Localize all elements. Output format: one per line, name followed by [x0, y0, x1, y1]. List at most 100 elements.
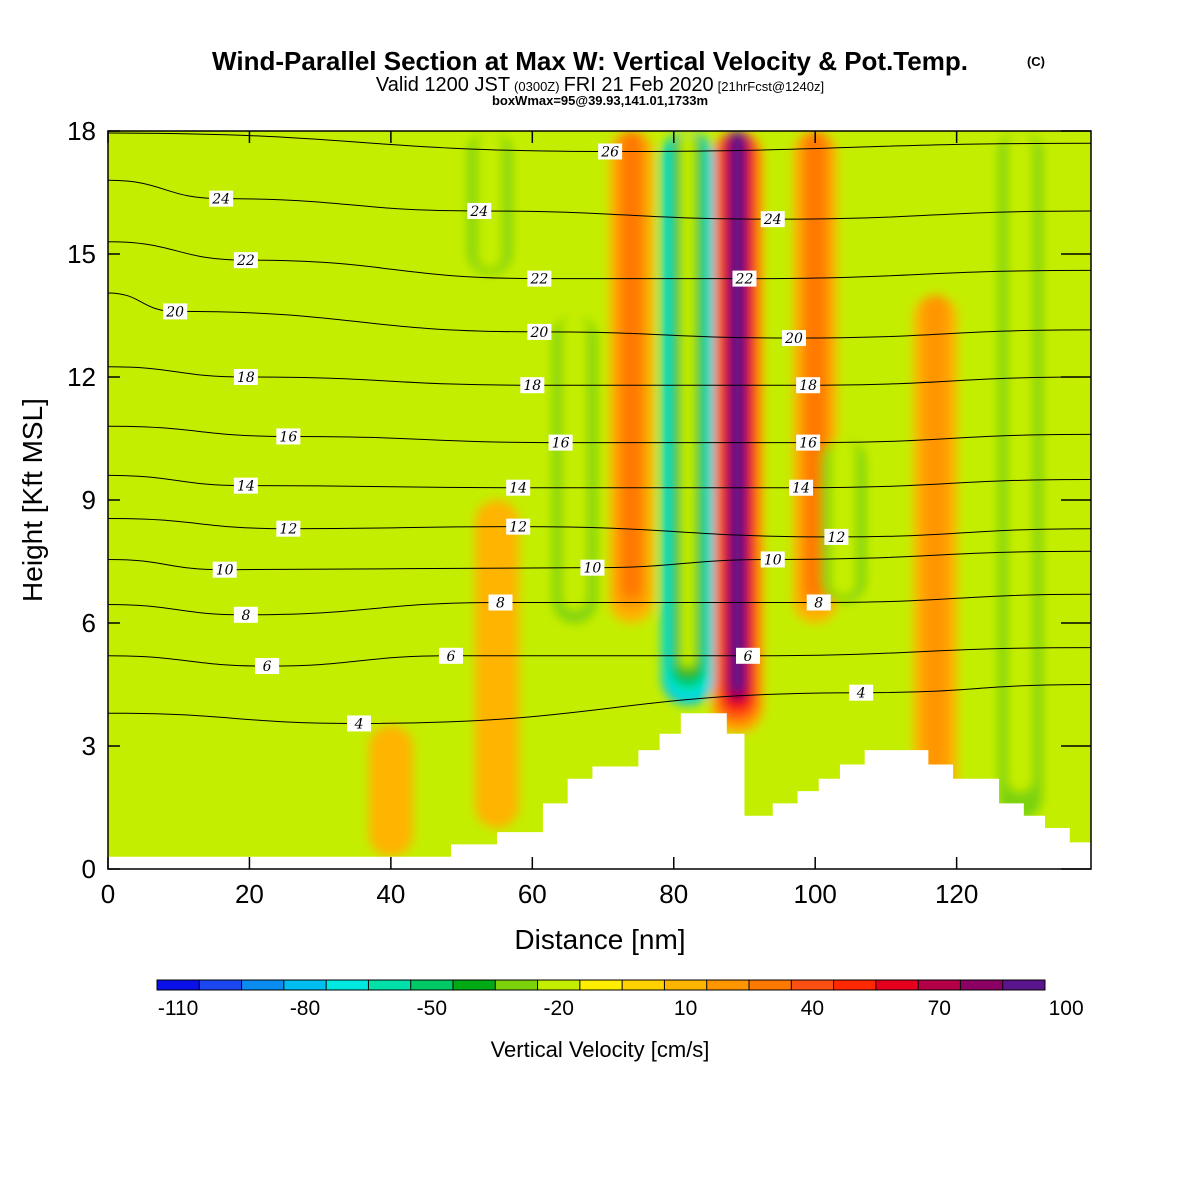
terrain	[108, 713, 1091, 869]
theta-contour-6	[108, 647, 1091, 667]
contour-label-16-2: 16	[796, 434, 821, 452]
contour-label-8-2: 8	[806, 594, 831, 612]
colorbar-tick-label: -20	[544, 997, 574, 1020]
contour-label-10-0: 10	[212, 561, 237, 579]
colorbar-swatch	[1002, 980, 1046, 990]
contour-label-4-0: 4	[347, 715, 372, 732]
colorbar-swatch	[368, 980, 412, 990]
svg-text:24: 24	[469, 204, 488, 220]
contour-label-8-0: 8	[233, 606, 258, 624]
w-feature-1	[661, 131, 715, 705]
svg-text:6: 6	[263, 659, 272, 675]
contour-label-14-0: 14	[233, 477, 258, 495]
contour-label-12-0: 12	[276, 520, 301, 538]
svg-text:16: 16	[552, 436, 570, 452]
chart-title: Wind-Parallel Section at Max W: Vertical…	[212, 46, 968, 76]
w-feature-3	[552, 315, 597, 623]
contour-labels: 4 4 6 6 6 8 8 8 10 10 10 12 12 12 14 14 14 16 16 16 18 18 18 20…	[163, 143, 874, 732]
svg-text:14: 14	[237, 479, 255, 495]
contour-label-18-2: 18	[796, 377, 821, 394]
w-feature-10	[467, 131, 512, 275]
colorbar-swatch	[199, 980, 243, 990]
svg-text:12: 12	[509, 520, 527, 536]
svg-text:18: 18	[523, 378, 541, 394]
w-feature-5	[821, 438, 866, 603]
svg-text:22: 22	[236, 253, 255, 269]
valid-date: FRI 21 Feb 2020	[564, 74, 714, 96]
contour-label-12-1: 12	[506, 518, 531, 536]
colorbar-swatch	[579, 980, 623, 990]
svg-text:18: 18	[799, 378, 817, 394]
svg-text:10: 10	[216, 563, 234, 579]
box-wmax: boxWmax=95@39.93,141.01,1733m	[492, 93, 708, 108]
svg-text:24: 24	[763, 212, 782, 228]
contour-label-20-2: 20	[781, 330, 806, 347]
theta-contour-8	[108, 593, 1091, 616]
contour-label-14-2: 14	[789, 479, 814, 497]
w-feature-6	[913, 295, 958, 828]
y-tick-label: 18	[67, 116, 96, 146]
colorbar-swatch	[960, 980, 1004, 990]
y-tick-label: 0	[82, 854, 96, 884]
svg-text:22: 22	[735, 272, 754, 288]
colorbar-tick-label: -110	[158, 997, 198, 1020]
y-tick-label: 3	[82, 731, 96, 761]
theta-contour-4	[108, 684, 1091, 724]
svg-text:24: 24	[211, 192, 230, 208]
x-tick-label: 60	[518, 879, 547, 909]
copyright-mark: (C)	[1027, 54, 1045, 69]
colorbar-swatch	[918, 980, 961, 990]
svg-text:8: 8	[496, 596, 505, 612]
contour-label-14-1: 14	[506, 479, 531, 497]
w-feature-7	[998, 131, 1043, 820]
contour-label-16-0: 16	[276, 428, 301, 445]
colorbar-tick-label: -80	[290, 997, 320, 1020]
svg-text:10: 10	[764, 552, 782, 568]
x-axis-label: Distance [nm]	[514, 924, 685, 955]
contour-label-24-0: 24	[209, 190, 234, 208]
contour-label-16-1: 16	[548, 434, 573, 452]
contour-label-22-1: 22	[527, 270, 552, 288]
colorbar-tick-label: 40	[801, 997, 824, 1020]
vertical-velocity-field	[108, 131, 1091, 869]
contour-label-6-1: 6	[438, 647, 463, 665]
x-tick-label: 0	[101, 879, 115, 909]
svg-text:6: 6	[447, 649, 456, 665]
colorbar-tick-label: -50	[417, 997, 447, 1020]
svg-text:16: 16	[279, 429, 297, 445]
contour-label-4-1: 4	[849, 684, 874, 702]
colorbar-title: Vertical Velocity [cm/s]	[491, 1037, 710, 1062]
contour-label-24-2: 24	[760, 211, 785, 228]
y-tick-label: 12	[67, 362, 96, 392]
svg-text:4: 4	[354, 716, 364, 732]
svg-text:12: 12	[279, 522, 297, 538]
valid-prefix: Valid 1200 JST	[376, 74, 510, 96]
colorbar-swatch	[453, 980, 496, 990]
x-tick-label: 20	[235, 879, 264, 909]
contour-label-20-0: 20	[163, 303, 188, 320]
w-feature-2	[609, 131, 654, 623]
colorbar-swatch	[749, 980, 792, 990]
svg-text:20: 20	[784, 331, 803, 347]
y-tick-label: 6	[82, 608, 96, 638]
axis-ticks: 0 20 40 60 80 100 120 0 3 6 9 12 15 18	[67, 116, 1091, 909]
forecast-info: [21hrFcst@1240z]	[718, 79, 824, 94]
svg-text:8: 8	[241, 608, 250, 624]
contour-label-22-0: 22	[233, 252, 258, 269]
colorbar-swatch	[410, 980, 454, 990]
svg-text:14: 14	[509, 481, 527, 497]
colorbar-swatch	[495, 980, 539, 990]
y-tick-label: 9	[82, 485, 96, 515]
colorbar-swatch	[875, 980, 919, 990]
colorbar-swatch	[706, 980, 750, 990]
svg-text:20: 20	[165, 304, 184, 320]
terrain-fill	[108, 713, 1091, 869]
colorbar-swatch	[241, 980, 285, 990]
colorbar-swatch	[283, 980, 327, 990]
colorbar-swatch	[157, 980, 200, 990]
svg-text:14: 14	[792, 481, 810, 497]
colorbar-swatch	[833, 980, 877, 990]
contour-label-6-2: 6	[736, 647, 761, 665]
y-tick-label: 15	[67, 239, 96, 269]
